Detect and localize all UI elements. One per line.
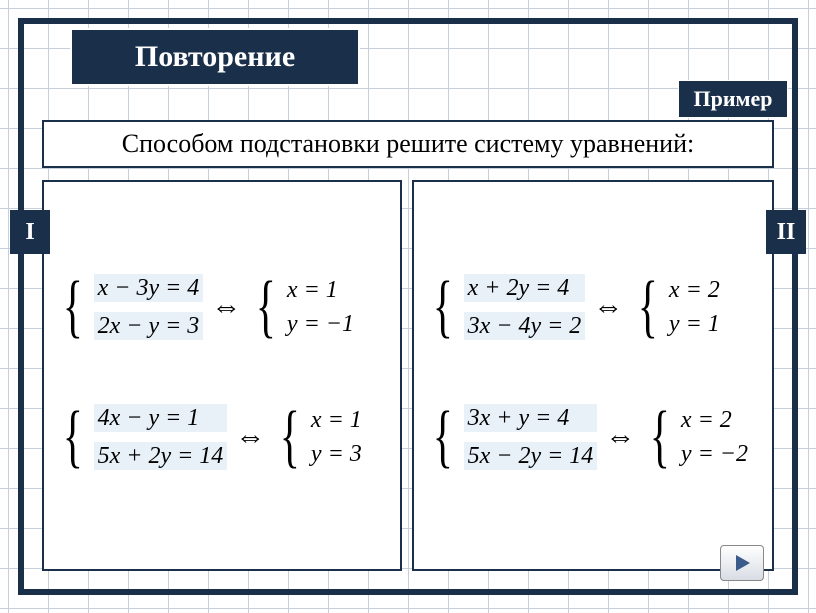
eq-line: x = 1 [287,278,354,302]
roman-label-i: I [10,210,50,254]
brace-icon: { [280,409,300,465]
right-row-2: { 3x + y = 4 5x − 2y = 14 ⇔ { x = 2 y = … [426,392,760,482]
brace-icon: { [63,279,83,335]
eq-line: y = 3 [311,442,362,466]
brace-icon: { [256,279,276,335]
left-row-2-solution: { x = 1 y = 3 [273,408,361,466]
left-row-2: { 4x − y = 1 5x + 2y = 14 ⇔ { x = 1 y = … [56,392,388,482]
brace-icon: { [650,409,670,465]
example-label: Пример [693,86,772,112]
equiv-symbol: ⇔ [605,420,635,454]
eq-line: x = 1 [311,408,362,432]
equiv-symbol: ⇔ [211,290,241,324]
left-row-1-solution: { x = 1 y = −1 [249,278,354,336]
eq-line: x = 2 [669,278,720,302]
brace-icon: { [638,279,658,335]
eq-line: x + 2y = 4 [464,274,586,302]
eq-line: y = −2 [681,442,748,466]
left-row-1: { x − 3y = 4 2x − y = 3 ⇔ { x = 1 y = −1 [56,262,388,352]
title-text: Повторение [135,40,295,74]
instruction-box: Способом подстановки решите систему урав… [42,120,774,168]
eq-line: 5x − 2y = 14 [464,442,598,470]
roman-label-ii: II [766,210,806,254]
eq-line: y = 1 [669,312,720,336]
eq-line: x − 3y = 4 [94,274,204,302]
next-button[interactable] [720,545,764,581]
roman-ii-text: II [777,219,796,246]
brace-icon: { [433,279,453,335]
right-row-1-solution: { x = 2 y = 1 [631,278,719,336]
example-tag: Пример [678,80,788,118]
brace-icon: { [63,409,83,465]
right-row-2-solution: { x = 2 y = −2 [643,408,748,466]
play-icon [732,553,752,573]
roman-i-text: I [25,219,34,246]
eq-line: 4x − y = 1 [94,404,228,432]
eq-line: y = −1 [287,312,354,336]
brace-icon: { [433,409,453,465]
eq-line: 3x − 4y = 2 [464,312,586,340]
panel-right: { x + 2y = 4 3x − 4y = 2 ⇔ { x = 2 y = 1… [412,180,774,571]
right-row-1: { x + 2y = 4 3x − 4y = 2 ⇔ { x = 2 y = 1 [426,262,760,352]
left-row-1-system: { x − 3y = 4 2x − y = 3 [56,274,203,340]
panel-left: { x − 3y = 4 2x − y = 3 ⇔ { x = 1 y = −1… [42,180,402,571]
eq-line: 5x + 2y = 14 [94,442,228,470]
eq-line: 3x + y = 4 [464,404,598,432]
equiv-symbol: ⇔ [593,290,623,324]
instruction-text: Способом подстановки решите систему урав… [122,129,694,159]
eq-line: x = 2 [681,408,748,432]
equiv-symbol: ⇔ [235,420,265,454]
right-row-2-system: { 3x + y = 4 5x − 2y = 14 [426,404,597,470]
title-box: Повторение [70,28,360,86]
left-row-2-system: { 4x − y = 1 5x + 2y = 14 [56,404,227,470]
eq-line: 2x − y = 3 [94,312,204,340]
right-row-1-system: { x + 2y = 4 3x − 4y = 2 [426,274,585,340]
